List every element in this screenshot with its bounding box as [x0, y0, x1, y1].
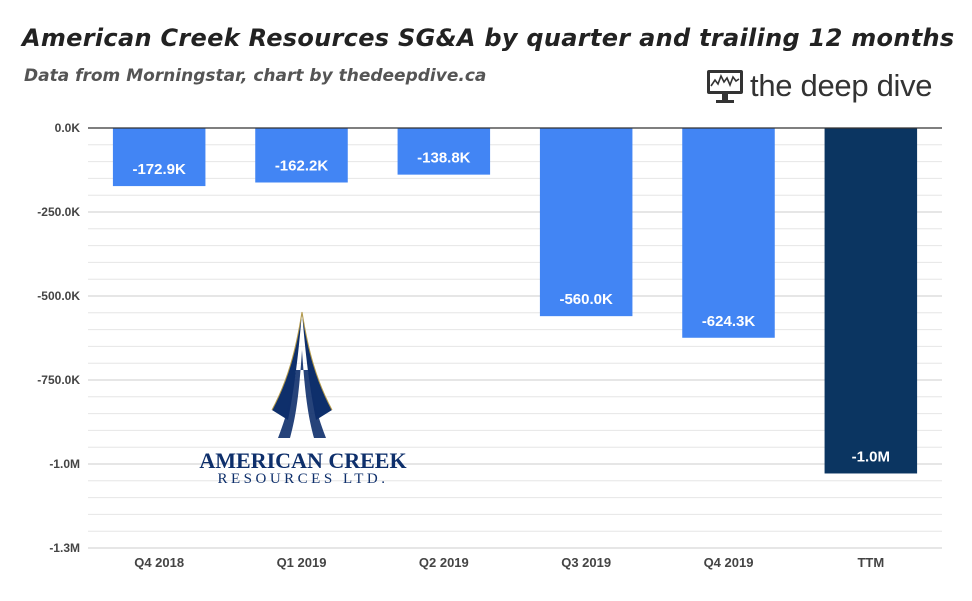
data-label: -1.0M [852, 448, 890, 465]
x-tick-label: Q4 2018 [134, 555, 184, 570]
data-labels: -172.9K -162.2K -138.8K -560.0K -624.3K -1.0M [132, 150, 890, 466]
data-label: -138.8K [417, 150, 471, 167]
y-tick-label: -500.0K [37, 289, 80, 303]
bar [539, 128, 633, 317]
y-tick-label: -250.0K [37, 205, 80, 219]
logo-company-suffix: RESOURCES LTD. [217, 471, 389, 487]
monitor-chart-icon [707, 70, 743, 103]
bar [112, 128, 206, 187]
y-tick-label: 0.0K [55, 121, 81, 135]
x-tick-label: TTM [857, 555, 884, 570]
chart-subtitle: Data from Morningstar, chart by thedeepd… [24, 66, 487, 86]
data-label: -162.2K [275, 157, 329, 174]
brand-logo: the deep dive [706, 66, 936, 110]
y-tick-label: -750.0K [37, 373, 80, 387]
axes: 0.0K -250.0K -500.0K -750.0K -1.0M -1.3M Q4 20… [37, 121, 942, 570]
bars [112, 128, 918, 474]
x-tick-label: Q2 2019 [419, 555, 469, 570]
brand-name: the deep dive [750, 68, 933, 103]
bar [824, 128, 918, 474]
bar [255, 128, 348, 183]
x-tick-label: Q3 2019 [561, 555, 611, 570]
x-tick-label: Q1 2019 [277, 555, 327, 570]
bar [682, 128, 775, 338]
y-tick-label: -1.0M [49, 457, 80, 471]
bar [397, 128, 491, 175]
data-label: -560.0K [559, 291, 613, 308]
company-logo: AMERICAN CREEK RESOURCES LTD. [192, 310, 414, 490]
x-tick-label: Q4 2019 [704, 555, 754, 570]
y-tick-label: -1.3M [49, 541, 80, 555]
data-label: -172.9K [132, 161, 186, 178]
logo-company-name: AMERICAN CREEK [199, 448, 407, 473]
data-label: -624.3K [702, 313, 756, 330]
chart-title: American Creek Resources SG&A by quarter… [22, 24, 955, 52]
spire-logo-icon [271, 311, 333, 438]
